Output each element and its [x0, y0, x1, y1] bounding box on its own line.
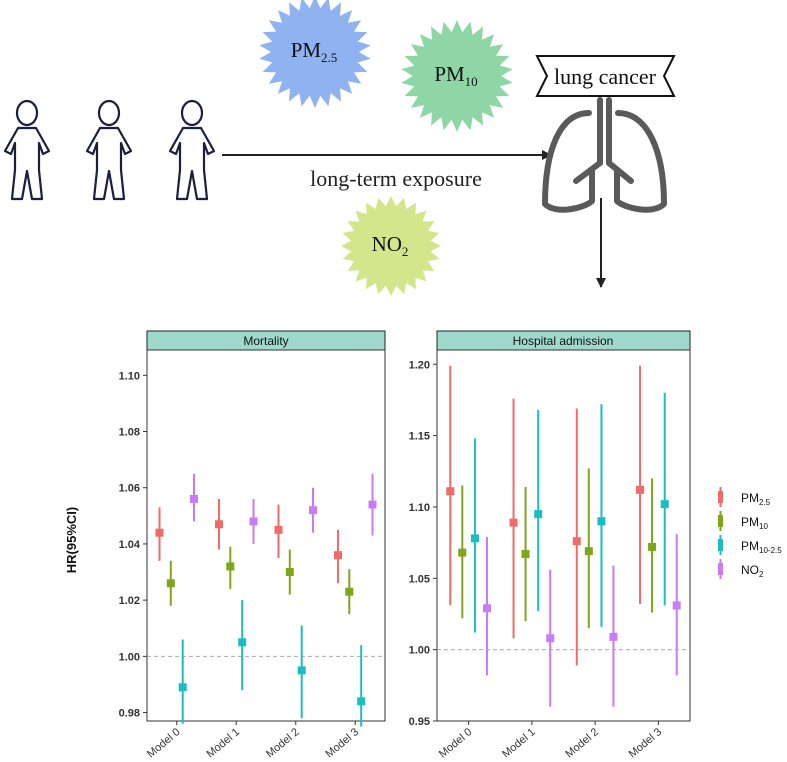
hospital-admission-plot-frame: [436, 349, 691, 722]
mortality-y-tick-label: 1.10: [119, 370, 140, 382]
mortality-plot-frame: [146, 349, 386, 722]
mortality-y-tick-label: 1.06: [119, 483, 140, 495]
mortality-x-tick-label: Model 3: [323, 726, 361, 760]
mortality-point: [297, 666, 306, 675]
mortality-point: [345, 587, 354, 596]
hospital-point: [534, 510, 543, 519]
no2-badge-label: NO2: [372, 232, 409, 259]
hospital-admission-title: Hospital admission: [513, 334, 614, 348]
legend-item-pm10: PM10: [718, 511, 768, 531]
mortality-point: [249, 517, 258, 526]
hospital-point: [482, 604, 491, 613]
mortality-y-tick-label: 1.08: [119, 427, 140, 439]
hospital-point: [509, 518, 518, 527]
legend-item-no2: NO2: [718, 559, 764, 579]
legend-label-pm10-2-5: PM10-2.5: [741, 539, 782, 555]
legend-item-pm10-2-5: PM10-2.5: [718, 535, 782, 555]
pm10-starburst-badge: [401, 20, 513, 132]
legend: PM2.5 PM10 PM10-2.5 NO2: [718, 487, 782, 579]
mortality-title: Mortality: [243, 334, 288, 348]
mortality-y-tick-label: 0.98: [119, 708, 140, 720]
exposure-diagram: long-term exposure PM2.5 PM10 NO2 lung c…: [3, 0, 676, 296]
pm25-badge-label: PM2.5: [291, 38, 338, 65]
mortality-panel: Mortality 0.98 1.00 1.02 1.04 1.06 1.08 1.10 Mo…: [119, 330, 386, 760]
person-icon: [3, 99, 51, 201]
hospital-x-tick-label: Model 1: [500, 726, 538, 760]
mortality-point: [357, 697, 366, 706]
hospital-point: [660, 500, 669, 509]
hospital-point: [521, 550, 530, 559]
hospital-y-tick-label: 1.00: [409, 645, 430, 657]
legend-label-pm10: PM10: [741, 515, 768, 531]
mortality-point: [226, 562, 235, 571]
mortality-point: [285, 568, 294, 577]
no2-starburst-badge: [341, 196, 441, 296]
hospital-x-tick-label: Model 3: [627, 726, 665, 760]
legend-label-pm25: PM2.5: [741, 491, 771, 507]
hospital-point: [636, 485, 645, 494]
hospital-point: [597, 517, 606, 526]
hospital-point: [446, 487, 455, 496]
hospital-point: [672, 601, 681, 610]
hospital-y-tick-label: 1.20: [409, 359, 430, 371]
mortality-point: [166, 579, 175, 588]
mortality-point: [155, 528, 164, 537]
hospital-y-tick-label: 1.15: [409, 431, 430, 443]
mortality-point: [368, 500, 377, 509]
mortality-point: [178, 683, 187, 692]
mortality-point: [238, 638, 247, 647]
people-group: [3, 99, 216, 201]
y-axis-label: HR(95%CI): [64, 507, 79, 573]
hospital-point: [470, 534, 479, 543]
hospital-x-tick-label: Model 2: [563, 726, 601, 760]
mortality-y-tick-label: 1.02: [119, 595, 140, 607]
hospital-point: [546, 634, 555, 643]
mortality-point: [333, 551, 342, 560]
mortality-point: [309, 506, 318, 515]
hospital-point: [458, 548, 467, 557]
hospital-point: [584, 547, 593, 556]
hospital-point: [609, 632, 618, 641]
mortality-point: [214, 520, 223, 529]
mortality-x-tick-label: Model 2: [264, 726, 302, 760]
hospital-admission-panel: Hospital admission 0.95 1.00 1.05 1.10 1.15 1…: [409, 330, 691, 760]
mortality-y-tick-label: 1.00: [119, 651, 140, 663]
pm10-badge-label: PM10: [434, 62, 477, 89]
person-icon: [168, 99, 216, 201]
exposure-label: long-term exposure: [310, 166, 482, 191]
lungs-icon: [542, 97, 667, 213]
hospital-point: [648, 542, 657, 551]
hospital-x-tick-label: Model 0: [437, 726, 475, 760]
person-icon: [85, 99, 133, 201]
mortality-x-tick-label: Model 1: [204, 726, 242, 760]
legend-item-pm25: PM2.5: [718, 487, 771, 507]
hospital-point: [572, 537, 581, 546]
lung-cancer-label: lung cancer: [554, 64, 657, 89]
hospital-y-tick-label: 0.95: [409, 716, 430, 728]
legend-label-no2: NO2: [741, 563, 764, 579]
hospital-y-tick-label: 1.10: [409, 502, 430, 514]
mortality-y-tick-label: 1.04: [119, 539, 141, 551]
mortality-point: [190, 494, 199, 503]
lung-cancer-banner: [535, 55, 676, 97]
pm25-starburst-badge: [259, 0, 371, 108]
mortality-x-tick-label: Model 0: [145, 726, 183, 760]
mortality-point: [274, 525, 283, 534]
hospital-y-tick-label: 1.05: [409, 573, 430, 585]
